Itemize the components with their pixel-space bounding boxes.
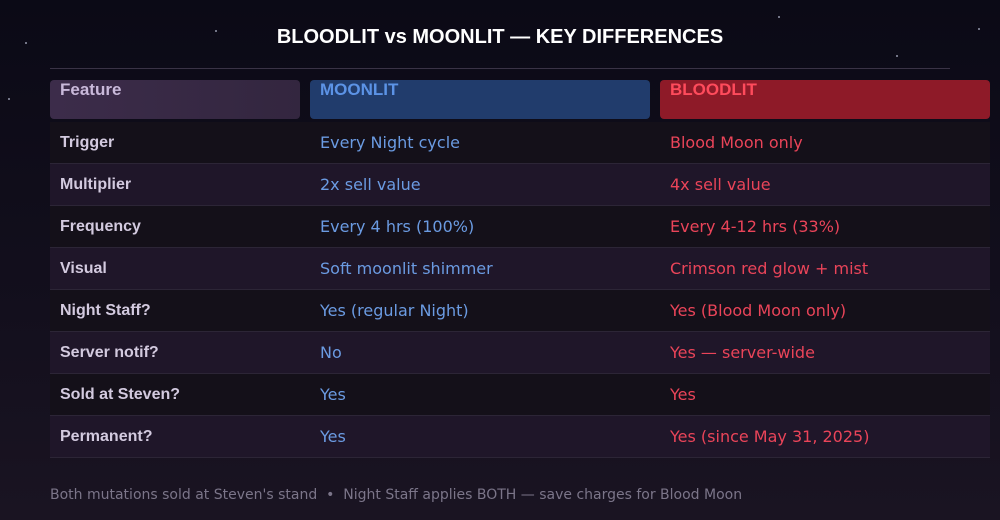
divider <box>50 68 950 69</box>
table-row: Permanent? Yes Yes (since May 31, 2025) <box>50 416 990 458</box>
cell: Yes <box>670 385 696 404</box>
row-label: Visual <box>60 259 107 277</box>
cell: Yes (regular Night) <box>320 301 469 320</box>
row-label: Multiplier <box>60 175 132 193</box>
cell: No <box>320 343 342 362</box>
table-row: Server notif? No Yes — server-wide <box>50 332 990 374</box>
cell: Yes (Blood Moon only) <box>670 301 847 320</box>
cell: 4x sell value <box>670 175 771 194</box>
header-cell: BLOODLIT <box>660 80 990 119</box>
table-row: Sold at Steven? Yes Yes <box>50 374 990 416</box>
table-row: Frequency Every 4 hrs (100%) Every 4-12 hr… <box>50 206 990 248</box>
table-row: Visual Soft moonlit shimmer Crimson red gl… <box>50 248 990 290</box>
cell: Yes <box>320 385 346 404</box>
row-label: Night Staff? <box>60 301 151 319</box>
header-cell: Feature <box>50 80 300 119</box>
cell: Every Night cycle <box>320 133 460 152</box>
star <box>8 98 10 100</box>
header-cell: MOONLIT <box>310 80 650 119</box>
table-row: Multiplier 2x sell value 4x sell value <box>50 164 990 206</box>
footer-note: Both mutations sold at Steven's stand • … <box>50 487 743 503</box>
row-label: Permanent? <box>60 427 153 445</box>
table-body: Trigger Every Night cycle Blood Moon only M… <box>50 122 990 458</box>
cell: Yes <box>320 427 346 446</box>
star <box>778 16 780 18</box>
table-row: Trigger Every Night cycle Blood Moon only <box>50 122 990 164</box>
table-row: Night Staff? Yes (regular Night) Yes (Bloo… <box>50 290 990 332</box>
cell: Soft moonlit shimmer <box>320 259 493 278</box>
star <box>25 42 27 44</box>
cell: Blood Moon only <box>670 133 803 152</box>
cell: Every 4-12 hrs (33%) <box>670 217 841 236</box>
star <box>896 55 898 57</box>
comparison-table: Feature MOONLIT BLOODLIT Trigger Every Nigh… <box>50 80 990 458</box>
star <box>978 28 980 30</box>
row-label: Server notif? <box>60 343 159 361</box>
row-label: Frequency <box>60 217 141 235</box>
cell: 2x sell value <box>320 175 421 194</box>
row-label: Trigger <box>60 133 115 151</box>
cell: Crimson red glow + mist <box>670 259 869 278</box>
cell: Every 4 hrs (100%) <box>320 217 475 236</box>
title: BLOODLIT vs MOONLIT — KEY DIFFERENCES <box>276 26 724 48</box>
cell: Yes — server-wide <box>670 343 815 362</box>
star <box>215 30 217 32</box>
row-label: Sold at Steven? <box>60 385 181 403</box>
cell: Yes (since May 31, 2025) <box>670 427 870 446</box>
header-row: Feature MOONLIT BLOODLIT <box>50 80 990 119</box>
